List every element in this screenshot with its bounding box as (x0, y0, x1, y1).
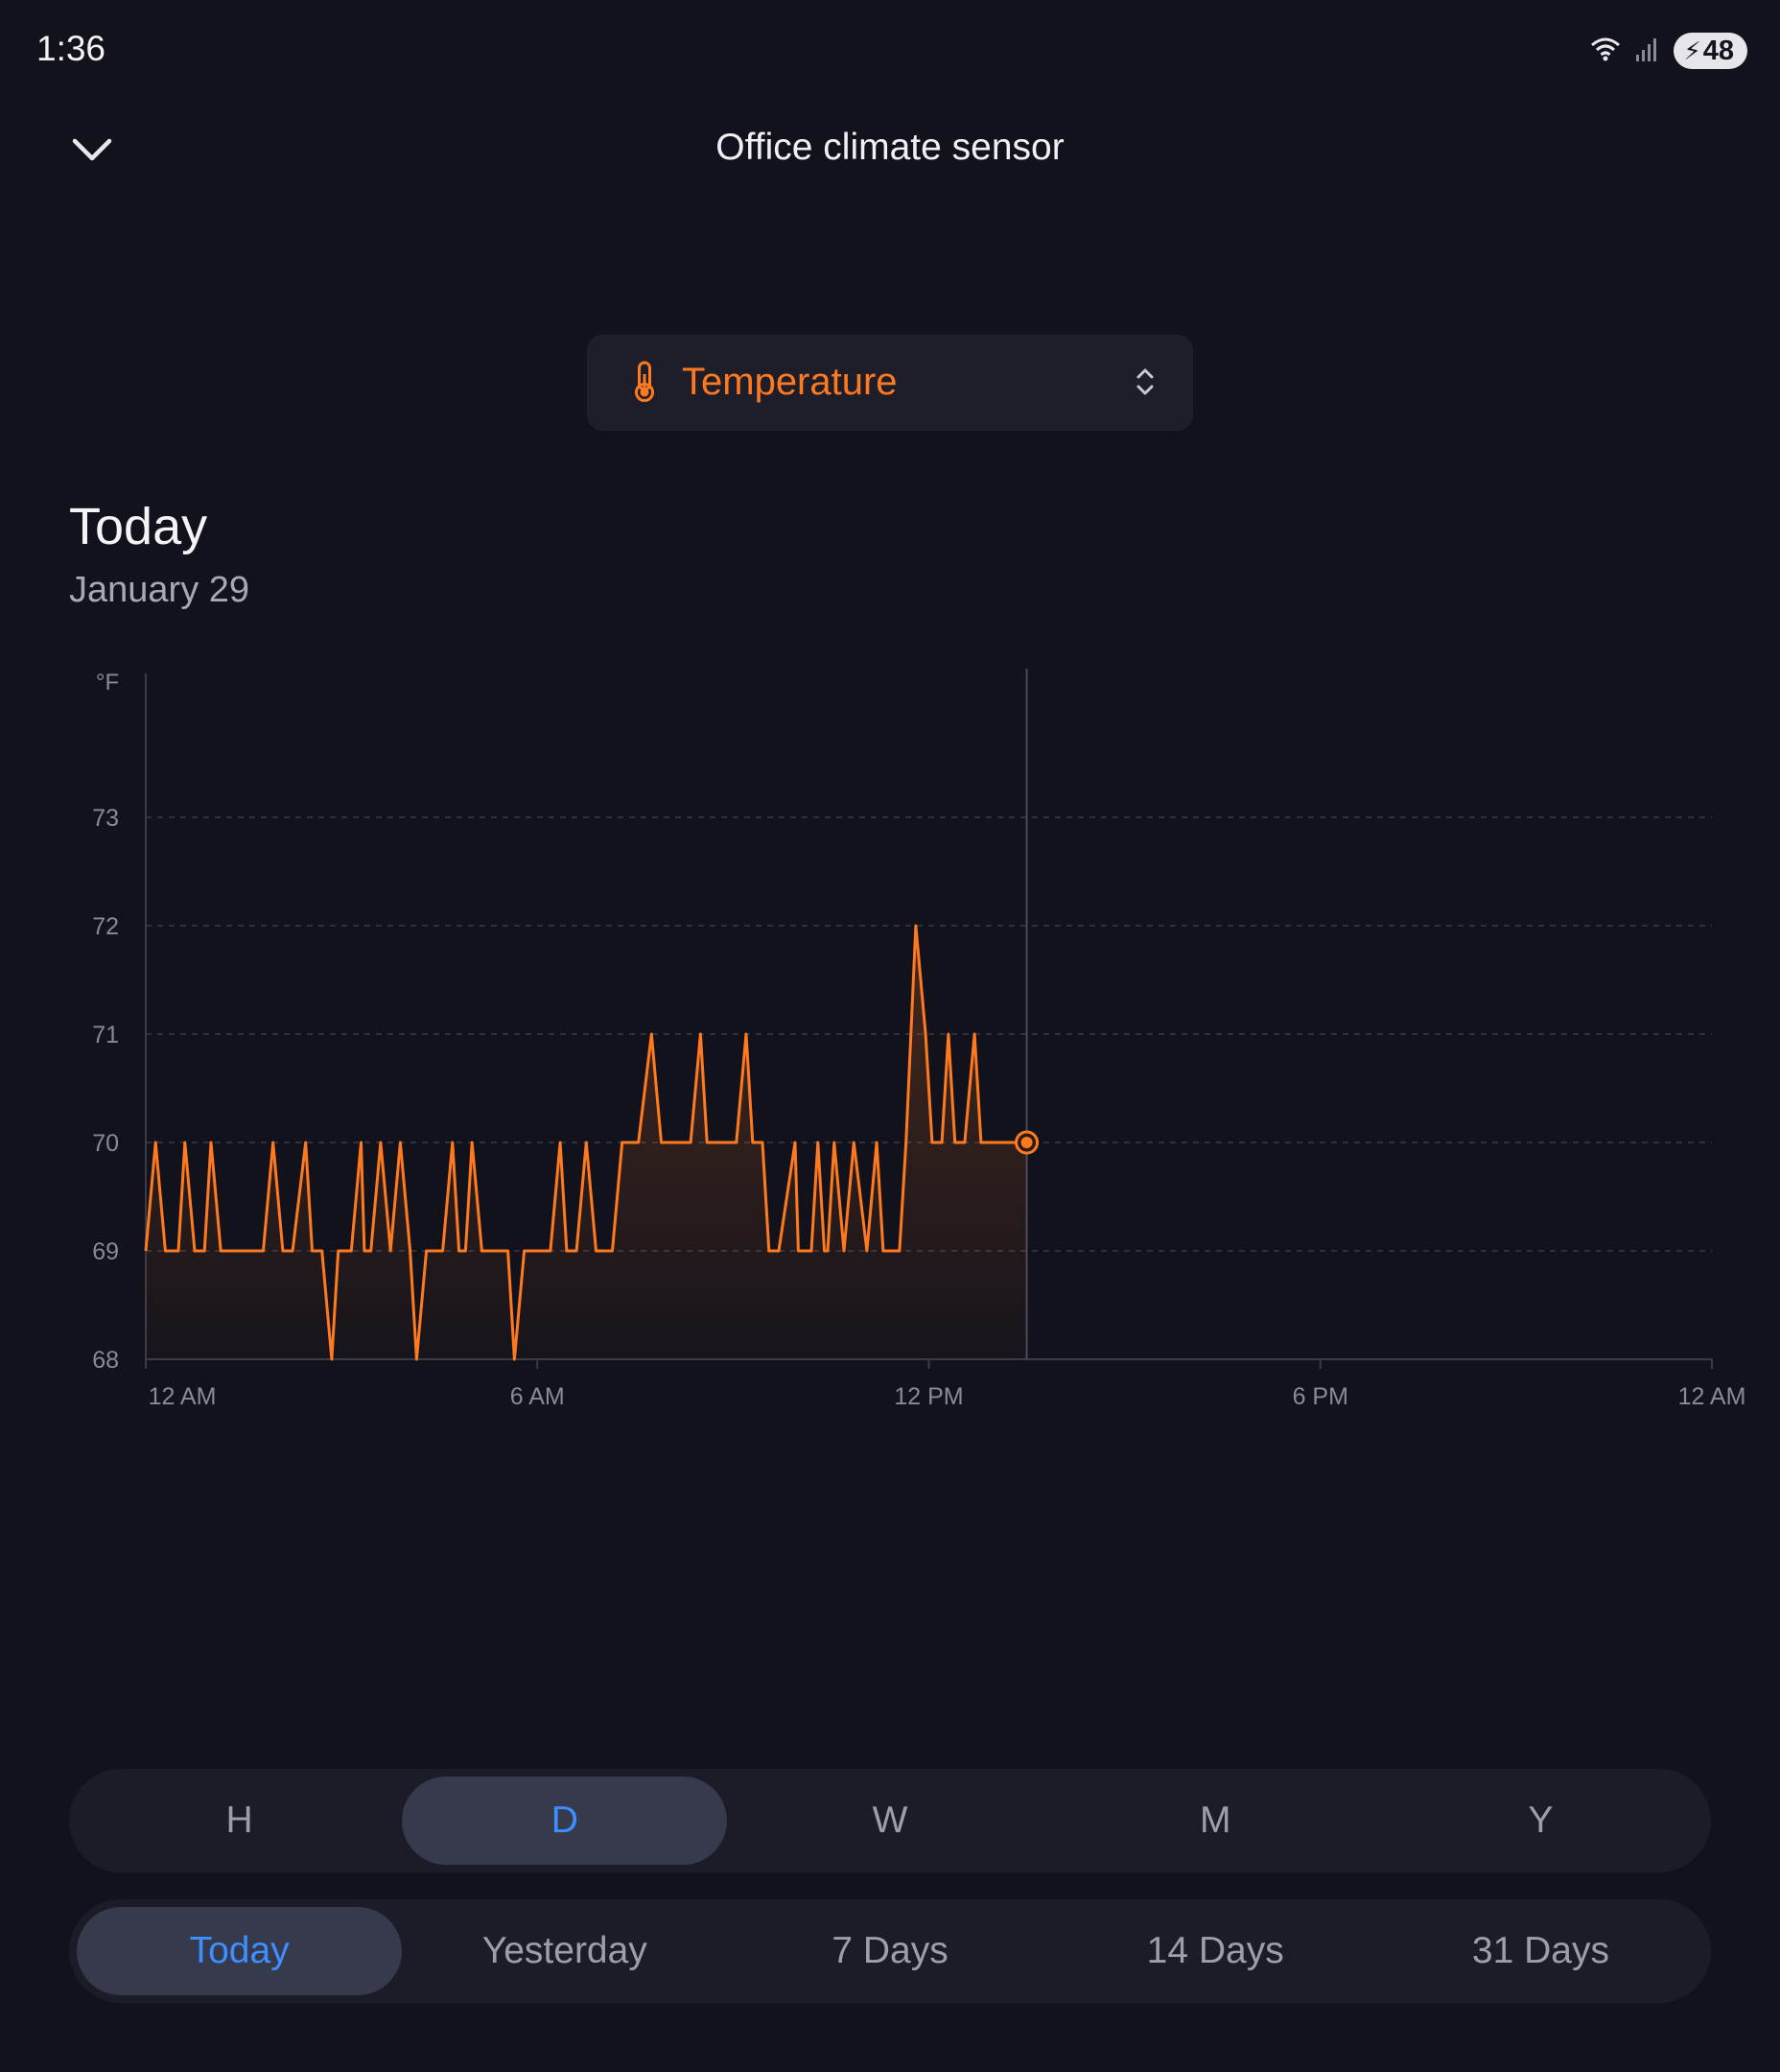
tab-hour[interactable]: H (225, 1800, 253, 1841)
x-tick-label: 12 AM (1678, 1383, 1746, 1410)
tab-day[interactable]: D (402, 1777, 728, 1865)
y-tick-label: 68 (92, 1347, 119, 1374)
resolution-tabs: H D W M Y (69, 1769, 1711, 1872)
y-unit-label: °F (96, 670, 119, 695)
status-time: 1:36 (36, 29, 106, 68)
status-bar: 1:36 ⚡ 48 (0, 0, 1780, 106)
battery-indicator: ⚡ 48 (1674, 33, 1747, 69)
battery-level: 48 (1702, 35, 1734, 66)
temperature-chart: °F 68 69 70 71 72 73 12 AM 6 AM 12 PM 6 PM 12 AM (92, 669, 1746, 1410)
chevron-down-icon (72, 137, 112, 167)
metric-label: Temperature (682, 361, 898, 403)
header: Office climate sensor (0, 115, 1780, 188)
thermometer-icon (630, 361, 659, 408)
y-tick-label: 70 (92, 1130, 119, 1157)
charging-icon: ⚡ (1683, 35, 1701, 65)
x-tick-label: 12 AM (149, 1383, 217, 1410)
tab-31-days[interactable]: 31 Days (1471, 1930, 1609, 1971)
up-down-chevron-icon (1135, 365, 1156, 404)
y-tick-label: 72 (92, 913, 119, 940)
period-title: Today (69, 498, 208, 555)
wifi-icon (1589, 35, 1622, 67)
x-tick-label: 6 PM (1293, 1383, 1348, 1410)
current-value-marker (1020, 1137, 1033, 1148)
tab-year[interactable]: Y (1528, 1800, 1554, 1841)
collapse-button[interactable] (63, 130, 121, 173)
tab-today[interactable]: Today (77, 1907, 403, 1995)
y-tick-label: 69 (92, 1238, 119, 1265)
tab-month[interactable]: M (1199, 1800, 1231, 1841)
y-tick-label: 71 (92, 1022, 119, 1048)
tab-7-days[interactable]: 7 Days (831, 1930, 949, 1971)
tab-14-days[interactable]: 14 Days (1146, 1930, 1284, 1971)
tab-yesterday[interactable]: Yesterday (481, 1930, 647, 1971)
x-tick-label: 12 PM (894, 1383, 963, 1410)
y-tick-label: 73 (92, 805, 119, 832)
signal-icon (1635, 35, 1660, 67)
tab-week[interactable]: W (872, 1800, 908, 1841)
series-line (144, 924, 1027, 1361)
status-icons: ⚡ 48 (1589, 31, 1747, 71)
metric-selector[interactable]: Temperature (588, 336, 1192, 430)
range-tabs: Today Yesterday 7 Days 14 Days 31 Days (69, 1899, 1711, 2003)
page-title: Office climate sensor (715, 127, 1065, 168)
period-date: January 29 (69, 570, 250, 610)
x-tick-label: 6 AM (510, 1383, 565, 1410)
